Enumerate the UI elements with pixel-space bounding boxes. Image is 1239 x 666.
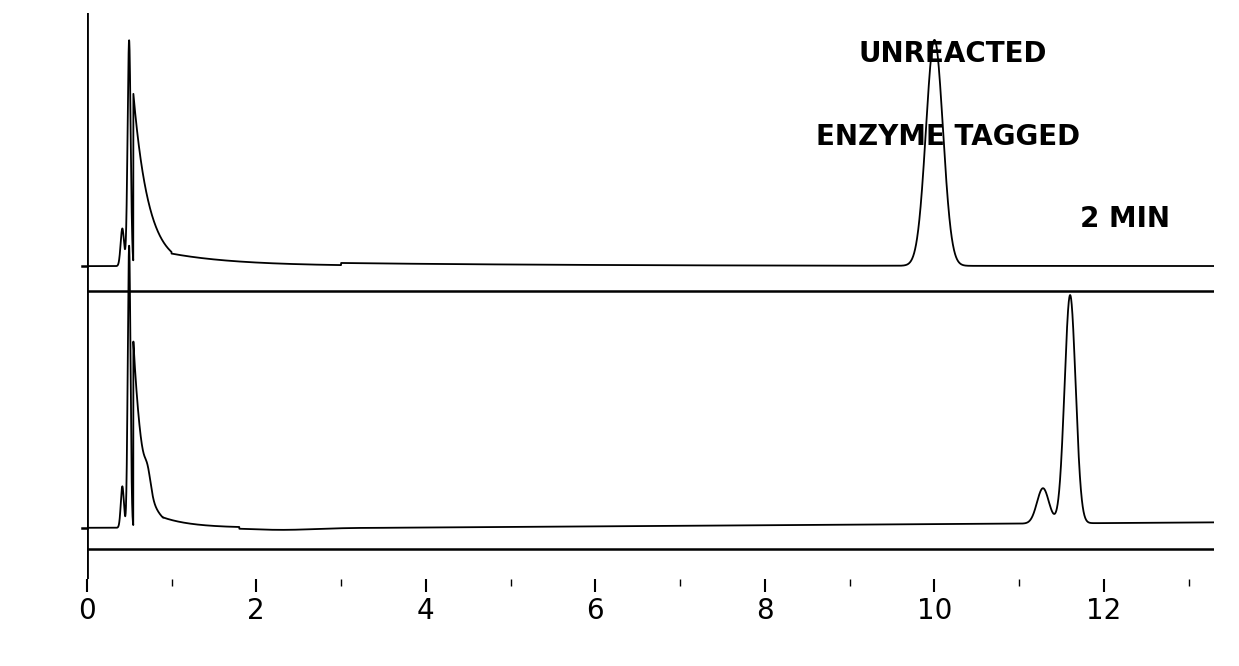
Text: ENZYME TAGGED: ENZYME TAGGED: [815, 123, 1080, 151]
Text: UNREACTED: UNREACTED: [859, 41, 1047, 69]
Text: 2 MIN: 2 MIN: [1080, 205, 1171, 233]
